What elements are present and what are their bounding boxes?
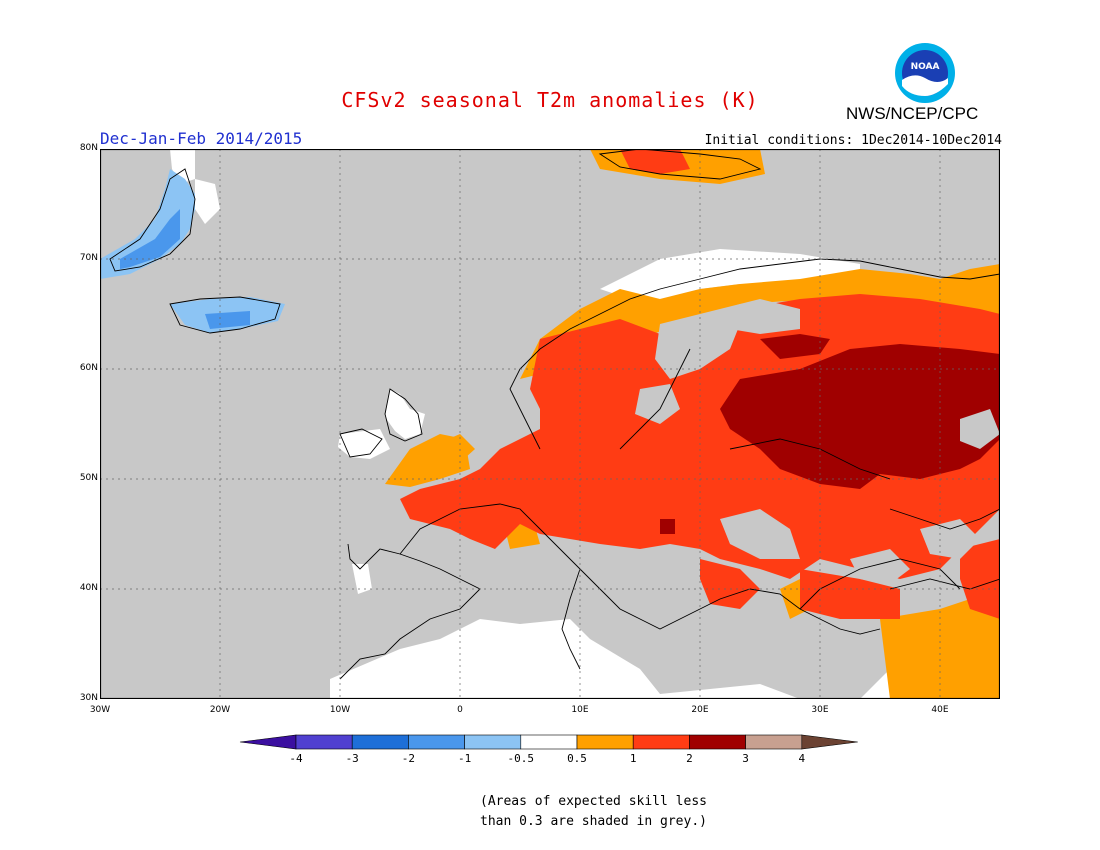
skill-note: (Areas of expected skill less than 0.3 a… — [480, 792, 707, 832]
lon-label: 30E — [811, 705, 829, 715]
skill-note-line: (Areas of expected skill less — [480, 794, 707, 809]
warm-anomaly-regions-darkred — [660, 334, 1000, 534]
colorbar-tick-label: -1 — [457, 752, 472, 765]
colorbar-tick-label: 4 — [798, 752, 806, 765]
colorbar-tick-label: 2 — [686, 752, 693, 765]
lon-label: 20W — [209, 705, 231, 715]
colorbar — [239, 734, 858, 750]
colorbar-arrow-left — [239, 734, 297, 750]
colorbar-tick-label: -2 — [401, 752, 416, 765]
grid-lines — [100, 149, 1000, 699]
lon-label: 10W — [329, 705, 351, 715]
lon-label: 40E — [931, 705, 949, 715]
lon-label: 10E — [571, 705, 589, 715]
noaa-logo: NOAA — [895, 43, 955, 103]
skill-note-line: than 0.3 are shaded in grey.) — [480, 814, 707, 829]
colorbar-tick-label: 0.5 — [567, 752, 587, 765]
skill-mask-patches — [635, 299, 1000, 649]
colorbar-tick-label: -3 — [345, 752, 359, 765]
colorbar-segment — [351, 734, 409, 750]
lat-label: 30N — [79, 693, 98, 703]
colorbar-tick-label: -4 — [289, 752, 303, 765]
colorbar-segment — [520, 734, 578, 750]
lat-label: 40N — [79, 583, 98, 593]
lat-label: 50N — [79, 473, 98, 483]
colorbar-segment — [295, 734, 353, 750]
colorbar-tick-label: 3 — [742, 752, 749, 765]
colorbar-segment — [408, 734, 465, 750]
colorbar-tick-label: 1 — [629, 752, 637, 765]
lat-label: 60N — [79, 363, 98, 373]
cold-anomaly-regions — [100, 169, 285, 333]
colorbar-tick-label: -0.5 — [507, 752, 535, 765]
colorbar-segment — [576, 734, 634, 750]
colorbar-segment — [689, 734, 746, 750]
colorbar-segment — [632, 734, 690, 750]
lon-label: 0 — [457, 705, 463, 715]
map-title: CFSv2 seasonal T2m anomalies (K) — [341, 88, 759, 112]
logo-text: NOAA — [911, 62, 940, 72]
period-label: Dec-Jan-Feb 2014/2015 — [100, 129, 303, 148]
lon-label: 30W — [89, 705, 111, 715]
lat-label: 80N — [79, 143, 98, 153]
anomaly-map — [100, 149, 1000, 699]
colorbar-segment — [464, 734, 522, 750]
initial-conditions-label: Initial conditions: 1Dec2014-10Dec2014 — [704, 133, 1002, 148]
lat-label: 70N — [79, 253, 98, 263]
colorbar-arrow-right — [801, 734, 858, 750]
agency-label: NWS/NCEP/CPC — [846, 104, 979, 123]
map-frame — [100, 149, 1000, 699]
colorbar-segment — [745, 734, 803, 750]
lon-label: 20E — [691, 705, 709, 715]
